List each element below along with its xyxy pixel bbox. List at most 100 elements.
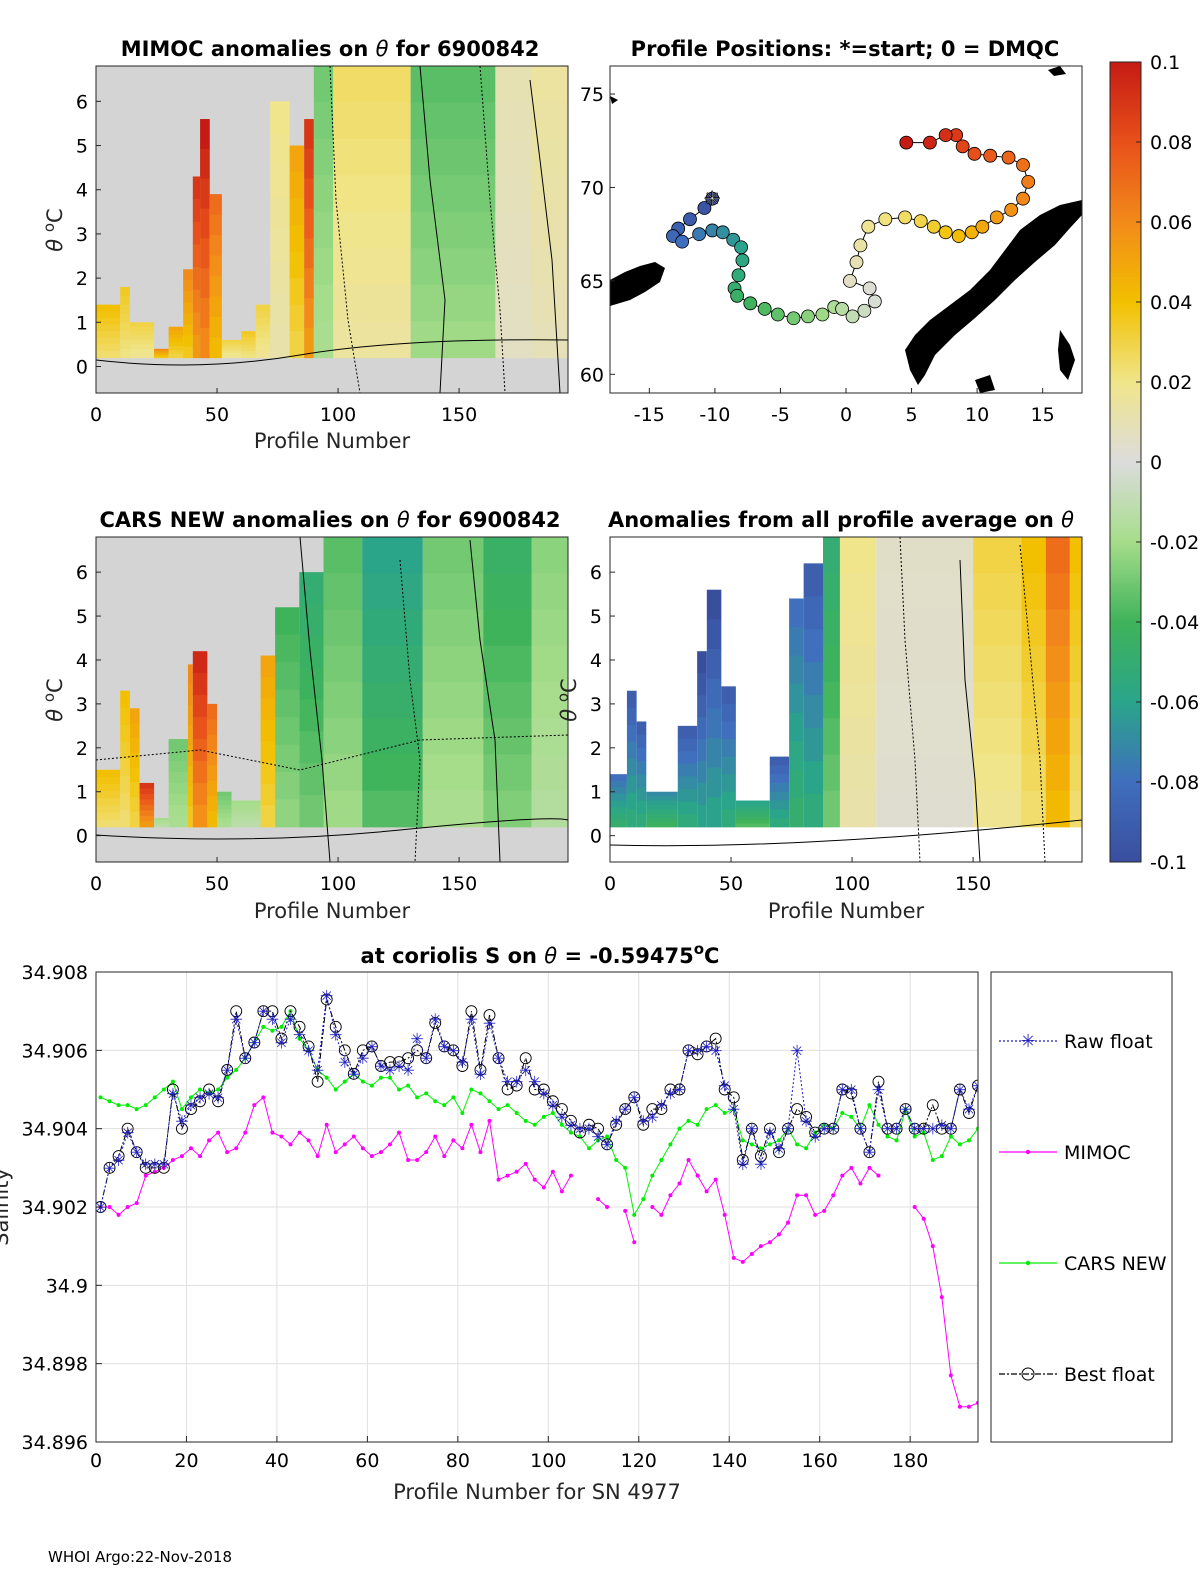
- heat-cell: [299, 667, 324, 700]
- x-tick-label: -5: [771, 404, 790, 426]
- data-point: ✳: [537, 1084, 550, 1103]
- heat-cell: [706, 678, 722, 709]
- salinity-series: ✳✳✳✳✳✳✳✳✳✳✳✳✳✳✳✳✳✳✳✳✳✳✳✳✳✳✳✳✳✳✳✳✳✳✳✳✳✳✳✳…: [96, 987, 978, 1409]
- data-point: [451, 1095, 456, 1100]
- heat-cell: [1021, 681, 1046, 719]
- heat-cell: [217, 791, 232, 797]
- mimoc-ylabel: θ oC: [40, 208, 67, 251]
- heat-cell: [289, 225, 305, 253]
- data-point: [704, 1189, 709, 1194]
- heat-cell: [96, 351, 121, 359]
- profile-position-point: [786, 311, 801, 326]
- heat-cell: [483, 718, 532, 755]
- heat-cell: [168, 346, 184, 351]
- y-tick-label: 0: [76, 356, 88, 378]
- data-point: [275, 1032, 288, 1045]
- heat-cell: [823, 754, 840, 792]
- data-point: ✳: [175, 1112, 188, 1131]
- heat-cell: [483, 573, 532, 610]
- data-point: ✳: [854, 1120, 867, 1139]
- heat-cell: [646, 796, 678, 802]
- mimoc-ticks: 0 1 2 3 4 5 6 0 50 100 150: [76, 91, 477, 426]
- heat-cell: [626, 724, 637, 743]
- heat-cell: [422, 573, 484, 610]
- salinity-ylabel: Salinity: [0, 1168, 13, 1246]
- data-point: [523, 1161, 528, 1166]
- heat-cell: [333, 66, 411, 103]
- profile-position-point: [734, 240, 749, 255]
- heat-cell: [231, 816, 261, 821]
- data-point: ✳: [474, 1065, 487, 1084]
- data-point: [876, 1122, 881, 1127]
- heat-cell: [769, 791, 790, 802]
- heat-cell: [973, 754, 1022, 792]
- data-point: [559, 1122, 564, 1127]
- data-point: ✳: [926, 1120, 939, 1139]
- data-point: [378, 1150, 383, 1155]
- land-norway: [905, 200, 1082, 385]
- heat-cell: [221, 344, 242, 348]
- heat-cell: [839, 609, 877, 647]
- heat-cell: [1021, 537, 1046, 574]
- heat-cell: [207, 796, 218, 812]
- data-point: [592, 1122, 605, 1135]
- data-point: [727, 1091, 740, 1104]
- data-point: [650, 1205, 655, 1209]
- heat-cell: [299, 603, 324, 637]
- heat-cell: [129, 326, 155, 332]
- heat-cell: [323, 681, 363, 719]
- data-point: ✳: [320, 987, 333, 1006]
- heat-cell: [677, 751, 698, 765]
- data-point: [442, 1154, 447, 1159]
- profile-position-point: [1016, 158, 1030, 172]
- data-point: [695, 1173, 700, 1178]
- data-point: ✳: [881, 1120, 894, 1139]
- heat-cell: [333, 211, 411, 249]
- heat-cell: [410, 321, 496, 359]
- data-point: [587, 1146, 592, 1151]
- profile-position-point: [675, 234, 690, 249]
- profile-position-point: [801, 309, 815, 324]
- heat-cell: [209, 316, 222, 338]
- data-point: ✳: [637, 1112, 650, 1131]
- heat-cell: [139, 821, 155, 828]
- heat-cell: [260, 719, 276, 742]
- data-point: [125, 1205, 130, 1209]
- data-point: [465, 1005, 478, 1018]
- y-tick-label: 3: [76, 694, 88, 716]
- data-point: [478, 1091, 483, 1096]
- heat-cell: [721, 686, 736, 705]
- data-point: ✳: [356, 1049, 369, 1068]
- data-point: [293, 1020, 306, 1033]
- data-point: [266, 1005, 279, 1018]
- heat-cell: [207, 811, 218, 828]
- data-point: ✳: [591, 1128, 604, 1147]
- data-point: ✳: [808, 1128, 821, 1147]
- heat-cell: [129, 723, 140, 739]
- heat-cell: [96, 791, 121, 799]
- land-sweden: [1058, 330, 1075, 380]
- data-point: [406, 1158, 411, 1162]
- data-point: [655, 1103, 668, 1116]
- data-point: [786, 1220, 791, 1225]
- data-point: ✳: [311, 1061, 324, 1080]
- heat-cell: [646, 791, 678, 797]
- data-point: [505, 1103, 510, 1108]
- heat-cell: [973, 790, 1022, 828]
- heat-cell: [209, 337, 222, 359]
- heat-cell: [646, 804, 678, 810]
- heat-cell: [231, 820, 261, 825]
- colorbar-tick-label: 0.06: [1150, 212, 1192, 234]
- heat-cell: [241, 347, 256, 352]
- heat-cell: [769, 818, 790, 828]
- y-tick-label: 6: [76, 562, 88, 584]
- heat-cell: [636, 800, 647, 815]
- heat-cell: [803, 760, 824, 795]
- data-point: [863, 1146, 876, 1159]
- heat-cell: [221, 346, 242, 350]
- data-point: [614, 1158, 619, 1162]
- heat-cell: [626, 741, 637, 760]
- land-greenland-tip: [610, 96, 618, 104]
- heat-cell: [241, 344, 256, 349]
- x-tick-label: 80: [446, 1450, 470, 1472]
